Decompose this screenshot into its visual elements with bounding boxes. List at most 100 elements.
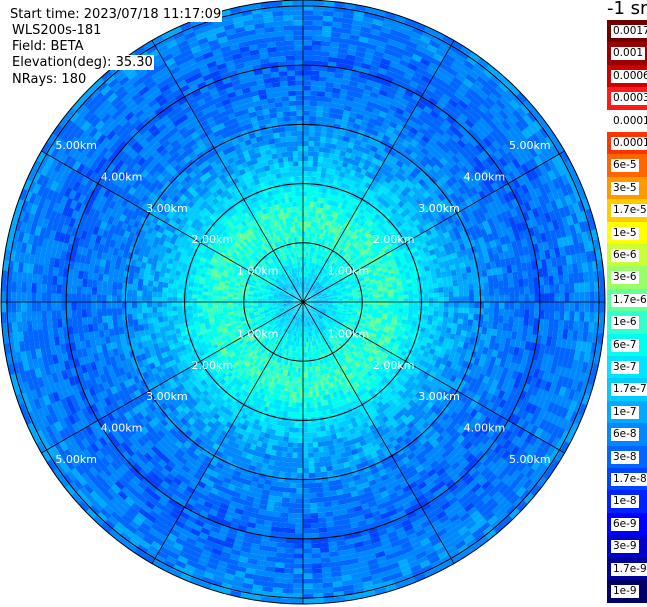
data-cell bbox=[290, 307, 295, 311]
data-cell bbox=[303, 206, 307, 212]
reflectivity-cells bbox=[1, 0, 605, 604]
data-cell bbox=[212, 298, 218, 302]
data-cell bbox=[413, 302, 419, 307]
data-cell bbox=[307, 303, 313, 306]
data-cell bbox=[293, 289, 298, 295]
data-cell bbox=[307, 299, 313, 301]
data-cell bbox=[307, 303, 313, 305]
data-cell bbox=[306, 407, 311, 413]
data-cell bbox=[288, 296, 294, 299]
data-cell bbox=[304, 311, 306, 317]
data-cell bbox=[306, 305, 310, 310]
data-cell bbox=[202, 304, 208, 310]
data-cell bbox=[306, 311, 309, 317]
data-cell bbox=[299, 311, 301, 317]
data-cell bbox=[293, 299, 299, 302]
data-cell bbox=[305, 311, 308, 317]
data-cell bbox=[300, 306, 302, 312]
data-cell bbox=[293, 309, 298, 315]
data-cell bbox=[299, 292, 302, 298]
data-cell bbox=[305, 306, 309, 311]
data-cell bbox=[313, 302, 319, 304]
data-cell bbox=[307, 304, 312, 308]
data-cell bbox=[304, 306, 307, 312]
data-cell bbox=[312, 304, 318, 306]
data-cell bbox=[307, 303, 313, 306]
data-cell bbox=[288, 305, 294, 308]
data-cell bbox=[304, 292, 308, 298]
data-cell bbox=[295, 201, 301, 207]
data-cell bbox=[288, 303, 294, 306]
data-cell bbox=[311, 306, 317, 310]
data-cell bbox=[303, 292, 306, 298]
data-cell bbox=[433, 287, 439, 294]
data-cell bbox=[311, 307, 316, 311]
data-cell bbox=[306, 294, 311, 299]
data-cell bbox=[308, 289, 312, 294]
data-cell bbox=[296, 294, 300, 299]
data-cell bbox=[288, 298, 294, 300]
data-cell bbox=[408, 294, 414, 299]
data-cell bbox=[298, 231, 301, 237]
data-cell bbox=[311, 427, 317, 433]
data-cell bbox=[291, 308, 296, 312]
data-cell bbox=[287, 302, 293, 304]
data-cell bbox=[296, 305, 300, 310]
data-cell bbox=[306, 412, 312, 418]
data-cell bbox=[294, 304, 300, 309]
data-cell bbox=[307, 282, 310, 288]
data-cell bbox=[300, 311, 302, 318]
data-cell bbox=[310, 308, 315, 313]
data-cell bbox=[293, 297, 299, 300]
data-cell bbox=[311, 437, 318, 443]
data-cell bbox=[304, 292, 307, 298]
data-cell bbox=[303, 186, 308, 192]
data-cell bbox=[292, 309, 297, 314]
data-cell bbox=[295, 305, 300, 310]
data-cell bbox=[291, 308, 296, 313]
data-cell bbox=[307, 298, 313, 301]
data-cell bbox=[306, 295, 311, 299]
data-cell bbox=[289, 176, 296, 182]
data-cell bbox=[306, 304, 312, 309]
data-cell bbox=[294, 310, 298, 315]
data-cell bbox=[293, 303, 299, 305]
data-cell bbox=[303, 306, 305, 312]
data-cell bbox=[296, 311, 299, 316]
data-cell bbox=[428, 302, 434, 308]
data-cell bbox=[306, 295, 311, 299]
data-cell bbox=[288, 304, 294, 306]
data-cell bbox=[305, 287, 308, 293]
data-cell bbox=[305, 311, 308, 317]
data-cell bbox=[312, 304, 318, 307]
data-cell bbox=[306, 294, 310, 299]
data-cell bbox=[291, 308, 296, 313]
data-cell bbox=[177, 309, 183, 316]
data-cell bbox=[433, 292, 439, 298]
data-cell bbox=[167, 310, 173, 317]
data-cell bbox=[294, 310, 298, 315]
data-cell bbox=[303, 281, 305, 287]
data-cell bbox=[303, 286, 305, 292]
data-cell bbox=[306, 305, 311, 310]
data-cell bbox=[305, 387, 310, 393]
data-cell bbox=[297, 287, 300, 293]
data-cell bbox=[312, 298, 318, 300]
data-cell bbox=[297, 216, 301, 222]
data-cell bbox=[293, 303, 299, 305]
data-cell bbox=[423, 302, 429, 307]
data-cell bbox=[288, 305, 294, 308]
data-cell bbox=[310, 292, 315, 296]
data-cell bbox=[294, 289, 298, 294]
data-cell bbox=[300, 286, 302, 293]
data-cell bbox=[232, 304, 238, 307]
data-cell bbox=[297, 221, 301, 227]
data-cell bbox=[305, 372, 309, 378]
data-cell bbox=[202, 298, 208, 302]
data-cell bbox=[309, 290, 314, 295]
data-cell bbox=[298, 402, 303, 408]
data-cell bbox=[312, 295, 318, 299]
data-cell bbox=[294, 295, 300, 300]
data-cell bbox=[300, 292, 302, 298]
data-cell bbox=[303, 312, 305, 318]
